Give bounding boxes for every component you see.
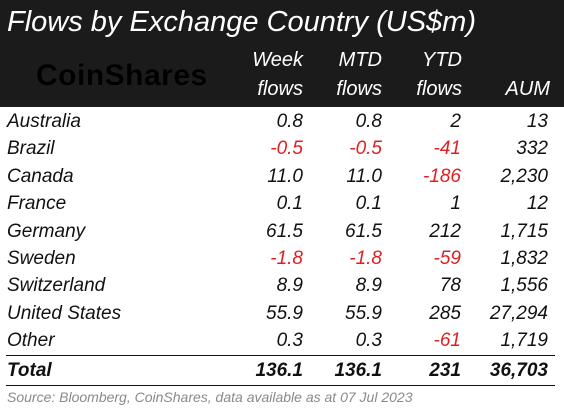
mtd-flows-value: 11.0 — [346, 165, 382, 187]
table-row: France 0.1 0.1 1 12 — [0, 190, 564, 217]
total-week-flows: 136.1 — [255, 360, 303, 381]
country-name: United States — [7, 302, 122, 324]
column-header-line: Week — [252, 49, 303, 71]
mtd-flows-value: -0.5 — [349, 138, 382, 160]
table-header: CoinShares Week flows MTD flows YTD flow… — [0, 44, 564, 107]
aum-value: 1,715 — [500, 220, 548, 242]
week-flows-value: 11.0 — [267, 165, 303, 187]
aum-value: 332 — [516, 138, 548, 160]
week-flows-value: 55.9 — [266, 302, 303, 324]
mtd-flows-value: -1.8 — [349, 247, 382, 269]
total-divider-bottom — [6, 385, 555, 386]
ytd-flows-value: 78 — [439, 275, 461, 297]
mtd-flows-value: 8.9 — [355, 275, 382, 297]
aum-value: 1,719 — [500, 330, 548, 352]
table-row: Other 0.3 0.3 -61 1,719 — [0, 327, 564, 354]
table-row: Switzerland 8.9 8.9 78 1,556 — [0, 272, 564, 299]
week-flows-value: -0.5 — [270, 138, 303, 160]
country-name: Canada — [7, 165, 74, 187]
ytd-flows-value: 212 — [429, 220, 461, 242]
aum-value: 1,832 — [500, 247, 548, 269]
mtd-flows-value: 0.8 — [355, 111, 382, 132]
column-header-line: flows — [416, 78, 462, 100]
ytd-flows-value: -186 — [422, 165, 461, 187]
country-name: Germany — [7, 220, 86, 242]
mtd-flows-value: 55.9 — [345, 302, 382, 324]
country-name: Brazil — [7, 138, 55, 160]
ytd-flows-value: -61 — [433, 330, 461, 352]
page-title: Flows by Exchange Country (US$m) — [7, 6, 476, 38]
week-flows-value: 61.5 — [266, 220, 303, 242]
column-header-line: MTD — [338, 49, 382, 71]
week-flows-value: 8.9 — [276, 275, 303, 297]
country-name: Australia — [7, 111, 81, 132]
column-header-line: YTD — [422, 49, 462, 71]
mtd-flows-value: 61.5 — [345, 220, 382, 242]
table-row: United States 55.9 55.9 285 27,294 — [0, 300, 564, 327]
country-name: Sweden — [7, 247, 76, 269]
title-bar: Flows by Exchange Country (US$m) — [0, 0, 564, 44]
table-row: Brazil -0.5 -0.5 -41 332 — [0, 135, 564, 162]
table-row: Canada 11.0 11.0 -186 2,230 — [0, 163, 564, 190]
coinshares-logo: CoinShares — [36, 59, 208, 92]
total-aum: 36,703 — [489, 360, 548, 381]
column-header-aum: AUM — [505, 78, 550, 100]
ytd-flows-value: 1 — [450, 193, 461, 215]
table-row: Sweden -1.8 -1.8 -59 1,832 — [0, 245, 564, 272]
total-mtd-flows: 136.1 — [334, 360, 382, 381]
aum-value: 2,230 — [500, 165, 548, 187]
week-flows-value: -1.8 — [270, 247, 303, 269]
aum-value: 13 — [526, 111, 548, 132]
aum-value: 1,556 — [500, 275, 548, 297]
total-row: Total 136.1 136.1 231 36,703 — [0, 357, 564, 384]
ytd-flows-value: 285 — [429, 302, 461, 324]
mtd-flows-value: 0.1 — [355, 193, 382, 215]
table-body: Australia 0.8 0.8 2 13 Brazil -0.5 -0.5 -41 332 Ca… — [0, 108, 564, 355]
week-flows-value: 0.3 — [276, 330, 303, 352]
country-name: France — [7, 193, 67, 215]
table-row: Australia 0.8 0.8 2 13 — [0, 108, 564, 135]
ytd-flows-value: 2 — [450, 111, 461, 132]
column-header-mtd-flows: MTD flows — [306, 46, 382, 104]
country-name: Other — [7, 330, 55, 352]
ytd-flows-value: -41 — [433, 138, 461, 160]
source-note: Source: Bloomberg, CoinShares, data avai… — [7, 389, 413, 405]
week-flows-value: 0.8 — [276, 111, 303, 132]
column-header-line: flows — [336, 78, 382, 100]
country-name: Switzerland — [7, 275, 106, 297]
total-label: Total — [7, 360, 52, 381]
aum-value: 12 — [526, 193, 548, 215]
ytd-flows-value: -59 — [433, 247, 461, 269]
column-header-line: flows — [257, 78, 303, 100]
column-header-week-flows: Week flows — [230, 46, 303, 104]
table-row: Germany 61.5 61.5 212 1,715 — [0, 218, 564, 245]
column-header-ytd-flows: YTD flows — [386, 46, 462, 104]
total-ytd-flows: 231 — [429, 360, 461, 381]
total-divider-top — [6, 355, 555, 356]
mtd-flows-value: 0.3 — [355, 330, 382, 352]
week-flows-value: 0.1 — [276, 193, 303, 215]
aum-value: 27,294 — [489, 302, 548, 324]
